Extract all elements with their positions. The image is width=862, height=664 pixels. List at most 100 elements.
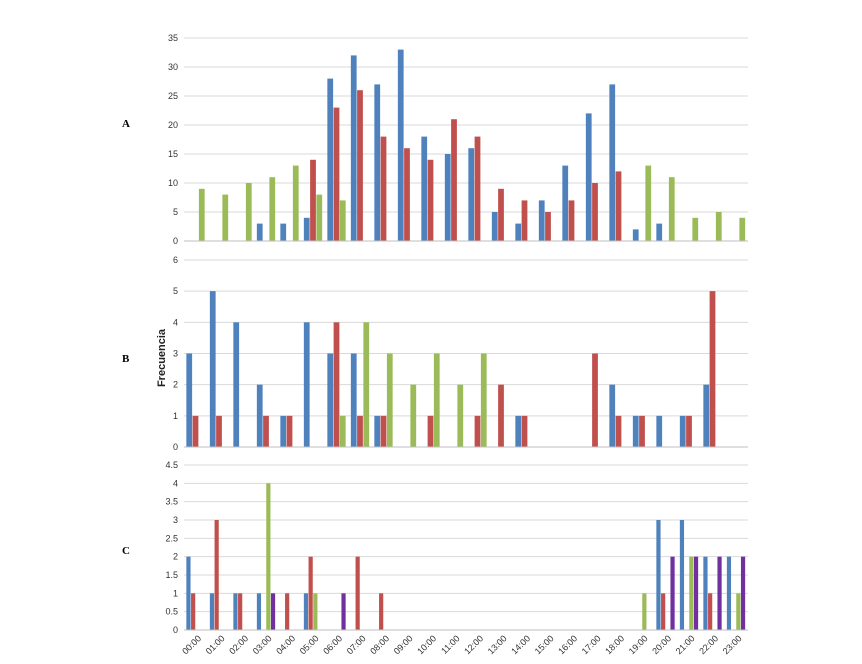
bar (726, 556, 732, 630)
bar (269, 177, 276, 241)
y-tick-label: 0 (173, 236, 178, 246)
bar (645, 165, 652, 241)
y-tick-label: 2 (173, 380, 178, 390)
bar (209, 291, 216, 447)
bar (280, 415, 287, 447)
bar (380, 415, 387, 447)
y-tick-label: 1 (173, 411, 178, 421)
y-tick-label: 2 (173, 552, 178, 562)
bar (515, 415, 522, 447)
bar (379, 593, 384, 630)
y-tick-label: 15 (168, 149, 178, 159)
y-tick-label: 6 (173, 255, 178, 265)
bar (214, 520, 219, 630)
bar (474, 415, 481, 447)
bar (286, 415, 293, 447)
bar (515, 223, 522, 241)
bar (739, 217, 746, 241)
y-tick-label: 5 (173, 286, 178, 296)
bar (457, 384, 464, 447)
bar (451, 119, 457, 241)
y-tick-label: 2.5 (165, 533, 178, 543)
panel-a: 0 5 10 15 20 25 30 35 A (122, 33, 748, 246)
y-tick-label: 0.5 (165, 607, 178, 617)
bar (480, 353, 487, 447)
bar (679, 415, 686, 447)
bar (313, 593, 318, 630)
bar (708, 593, 713, 630)
x-tick-label: 19:00 (627, 633, 650, 656)
y-tick-label: 4.5 (165, 460, 178, 470)
bar (521, 415, 528, 447)
x-tick-label: 11:00 (439, 633, 462, 656)
y-tick-label: 1.5 (165, 570, 178, 580)
bar (639, 415, 645, 447)
bar (350, 353, 357, 447)
bar (656, 223, 663, 241)
bar (256, 384, 263, 447)
bar (404, 148, 410, 241)
bar (427, 415, 434, 447)
bar (357, 90, 363, 241)
x-tick-label: 22:00 (697, 633, 720, 656)
x-tick-label: 00:00 (180, 633, 203, 656)
bar (233, 593, 238, 630)
x-tick-label: 12:00 (462, 633, 485, 656)
bar (709, 291, 716, 447)
bar (433, 353, 440, 447)
bar (642, 593, 647, 630)
bar (468, 148, 475, 241)
x-tick-label: 23:00 (721, 633, 744, 656)
y-tick-label: 3 (173, 515, 178, 525)
x-tick-label: 05:00 (298, 633, 321, 656)
y-tick-label: 35 (168, 33, 178, 43)
x-tick-label: 02:00 (227, 633, 250, 656)
bar (303, 593, 309, 630)
bar (692, 217, 699, 241)
y-tick-label: 4 (173, 317, 178, 327)
bar (609, 384, 616, 447)
bar (350, 55, 357, 242)
bar (656, 415, 663, 447)
bar (380, 136, 387, 241)
bar (222, 194, 229, 241)
bar (327, 78, 334, 241)
x-tick-label: 08:00 (368, 633, 391, 656)
bar (285, 593, 290, 630)
bar (339, 415, 346, 447)
panel-c: 0 0.5 1 1.5 2 2.5 3 3.5 4 4.5 C (122, 460, 748, 635)
bar (656, 520, 661, 630)
bar (562, 165, 569, 241)
bar (444, 154, 451, 241)
panel-label: A (122, 118, 130, 130)
bar (474, 136, 481, 241)
bar (192, 415, 199, 447)
bar (245, 183, 252, 241)
bar (740, 556, 746, 630)
x-tick-label: 10:00 (415, 633, 438, 656)
bar (585, 113, 592, 241)
bar (303, 217, 310, 241)
bar (357, 415, 363, 447)
bar (689, 556, 694, 630)
bar (498, 188, 504, 241)
x-tick-label: 20:00 (650, 633, 673, 656)
panel-label: B (122, 353, 130, 365)
x-tick-label: 07:00 (345, 633, 368, 656)
y-tick-label: 30 (168, 62, 178, 72)
y-tick-label: 3.5 (165, 497, 178, 507)
bar (341, 593, 346, 630)
x-tick-label: 09:00 (392, 633, 415, 656)
bar (303, 322, 310, 447)
bar (216, 415, 222, 447)
bar (717, 556, 722, 630)
bar (256, 223, 263, 241)
bar (186, 353, 193, 447)
bar (632, 229, 639, 241)
bar (198, 188, 205, 241)
x-tick-label: 04:00 (274, 633, 297, 656)
bar (280, 223, 287, 241)
bar (186, 556, 191, 630)
bar (427, 159, 434, 241)
